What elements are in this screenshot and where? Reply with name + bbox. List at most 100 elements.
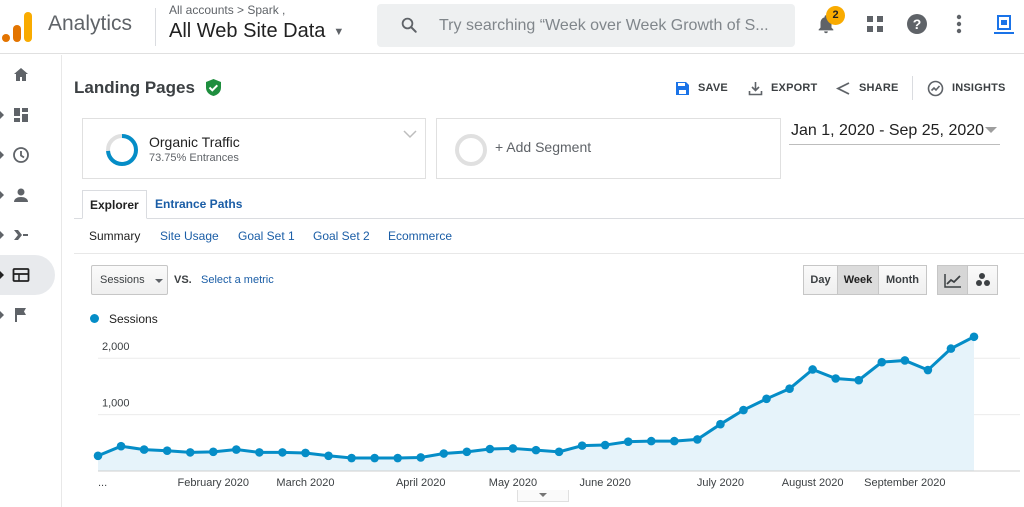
export-button[interactable]: EXPORT bbox=[748, 79, 817, 97]
expand-arrow-icon bbox=[0, 111, 4, 119]
data-point bbox=[623, 437, 633, 446]
data-point bbox=[439, 449, 449, 458]
expand-arrow-icon bbox=[0, 191, 4, 199]
segment-donut-icon bbox=[106, 134, 138, 166]
export-icon bbox=[748, 81, 763, 95]
data-point bbox=[485, 444, 495, 454]
data-point bbox=[646, 436, 656, 446]
nav-behavior[interactable] bbox=[0, 255, 55, 295]
metric-dropdown-value: Sessions bbox=[100, 274, 145, 286]
person-icon bbox=[12, 186, 30, 209]
tab-entrance-paths[interactable]: Entrance Paths bbox=[155, 197, 243, 211]
data-point bbox=[255, 448, 264, 457]
data-point bbox=[370, 453, 379, 463]
save-icon bbox=[676, 81, 689, 95]
search-input[interactable] bbox=[439, 4, 789, 47]
nav-customization[interactable] bbox=[0, 95, 55, 135]
motion-chart-toggle[interactable] bbox=[967, 265, 998, 295]
data-point bbox=[185, 448, 195, 457]
more-vert-icon[interactable] bbox=[945, 10, 973, 38]
subtab-ecommerce[interactable]: Ecommerce bbox=[388, 229, 453, 243]
svg-text:?: ? bbox=[913, 16, 922, 32]
clock-icon bbox=[12, 146, 30, 169]
sessions-area bbox=[98, 336, 974, 471]
search-icon bbox=[401, 17, 417, 33]
caret-down-icon bbox=[539, 493, 547, 497]
apps-icon[interactable] bbox=[861, 10, 889, 38]
x-tick-label: March 2020 bbox=[276, 477, 334, 489]
add-segment-button[interactable]: + Add Segment bbox=[436, 118, 781, 179]
data-point bbox=[139, 445, 149, 454]
caret-down-icon bbox=[155, 279, 163, 283]
x-tick-label: August 2020 bbox=[782, 477, 844, 489]
y-tick-label: 2,000 bbox=[102, 341, 130, 353]
data-point bbox=[923, 365, 933, 375]
nav-acquisition[interactable] bbox=[0, 215, 55, 255]
line-chart-icon bbox=[943, 273, 961, 288]
nav-conversions[interactable] bbox=[0, 295, 55, 335]
sessions-line-chart: 1,000 2,000... February 2020 March 2020 Apri… bbox=[93, 332, 1020, 489]
y-tick-label: 1,000 bbox=[102, 398, 130, 410]
subtab-summary[interactable]: Summary bbox=[89, 229, 141, 243]
data-point bbox=[808, 365, 817, 374]
granularity-day-button[interactable]: Day bbox=[803, 265, 838, 295]
header-divider bbox=[155, 8, 156, 46]
analytics-logo-icon[interactable] bbox=[0, 10, 36, 44]
insights-icon bbox=[927, 80, 944, 96]
search-bar[interactable] bbox=[377, 4, 795, 47]
nav-realtime[interactable] bbox=[0, 135, 55, 175]
app-title: Analytics bbox=[48, 12, 133, 35]
save-button[interactable]: SAVE bbox=[675, 79, 728, 97]
subtab-goal-set-2[interactable]: Goal Set 2 bbox=[313, 229, 370, 243]
account-icon[interactable] bbox=[990, 10, 1018, 38]
view-selector[interactable]: All Web Site Data ▼ bbox=[169, 20, 344, 43]
subtab-goal-set-1[interactable]: Goal Set 1 bbox=[238, 229, 295, 243]
actions-divider bbox=[912, 76, 913, 100]
help-icon[interactable]: ? bbox=[903, 10, 931, 38]
save-label: SAVE bbox=[698, 82, 728, 94]
flag-icon bbox=[12, 306, 30, 329]
date-range-picker[interactable]: Jan 1, 2020 - Sep 25, 2020 bbox=[791, 122, 985, 139]
chevron-down-icon[interactable] bbox=[403, 129, 417, 139]
x-tick-label: September 2020 bbox=[864, 477, 945, 489]
chart-legend: Sessions bbox=[90, 312, 158, 326]
data-point bbox=[900, 356, 910, 365]
data-point bbox=[877, 357, 887, 367]
behavior-icon bbox=[12, 266, 30, 289]
expand-chart-button[interactable] bbox=[517, 490, 569, 502]
subtab-site-usage[interactable]: Site Usage bbox=[160, 229, 219, 243]
data-point bbox=[600, 440, 610, 450]
data-point bbox=[324, 451, 333, 461]
segment-card-organic[interactable]: Organic Traffic 73.75% Entrances bbox=[82, 118, 426, 179]
select-metric-link[interactable]: Select a metric bbox=[201, 274, 274, 286]
granularity-week-button[interactable]: Week bbox=[837, 265, 879, 295]
date-caret-icon[interactable] bbox=[985, 127, 997, 133]
acquisition-icon bbox=[12, 226, 30, 249]
data-point bbox=[347, 453, 356, 463]
date-underline bbox=[789, 144, 1000, 145]
insights-label: INSIGHTS bbox=[952, 82, 1006, 94]
tab-explorer[interactable]: Explorer bbox=[82, 190, 147, 219]
line-chart-toggle[interactable] bbox=[937, 265, 968, 295]
granularity-month-button[interactable]: Month bbox=[878, 265, 927, 295]
data-point bbox=[693, 435, 702, 444]
nav-audience[interactable] bbox=[0, 175, 55, 215]
nav-home[interactable] bbox=[0, 55, 55, 95]
metric-dropdown[interactable]: Sessions bbox=[91, 265, 168, 295]
x-tick-label: ... bbox=[98, 477, 107, 489]
bubble-chart-icon bbox=[975, 273, 990, 286]
empty-segment-circle-icon bbox=[455, 134, 487, 166]
data-point bbox=[232, 445, 241, 454]
share-button[interactable]: SHARE bbox=[835, 79, 899, 97]
x-tick-label: June 2020 bbox=[579, 477, 630, 489]
data-point bbox=[762, 394, 771, 404]
x-tick-label: February 2020 bbox=[177, 477, 249, 489]
verified-check-icon bbox=[205, 79, 221, 101]
insights-button[interactable]: INSIGHTS bbox=[927, 79, 1006, 97]
expand-arrow-icon bbox=[0, 151, 4, 159]
share-icon bbox=[835, 81, 850, 95]
data-point bbox=[93, 451, 103, 461]
account-breadcrumb[interactable]: All accounts > Spark , bbox=[169, 3, 286, 17]
data-point bbox=[301, 448, 310, 458]
page-title: Landing Pages bbox=[74, 78, 221, 101]
